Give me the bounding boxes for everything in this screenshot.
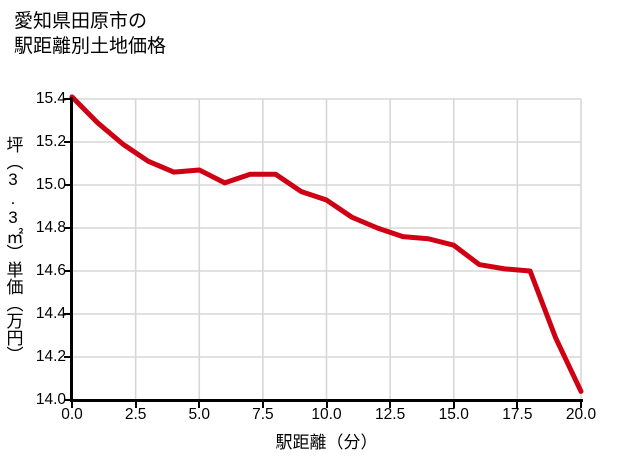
x-axis-tick-mark [325, 402, 328, 408]
x-axis-tick-mark [198, 402, 201, 408]
plot-area [69, 94, 584, 401]
x-axis-tick-label: 15.0 [438, 406, 469, 423]
y-axis-tick-mark [64, 399, 70, 401]
y-axis-tick-label: 14.2 [35, 348, 66, 365]
x-axis-tick-label: 17.5 [502, 406, 533, 423]
x-axis-tick-mark [71, 402, 73, 408]
x-axis-spine [70, 399, 583, 402]
data-line-series [69, 94, 584, 394]
x-axis-tick-mark [261, 402, 264, 408]
y-axis-tick-label: 14.8 [35, 219, 66, 236]
y-axis-tick-label: 15.0 [35, 176, 66, 193]
y-axis-label-container: 坪（3.3㎡）単価（万円） [0, 99, 26, 400]
y-axis-tick-label: 15.2 [35, 133, 66, 150]
x-axis-tick-label: 10.0 [311, 406, 342, 423]
y-axis-spine [70, 97, 73, 402]
y-axis-tick-mark [64, 98, 70, 100]
y-axis-tick-labels: 14.0 14.2 14.4 14.6 14.8 15.0 15.2 15.4 [14, 0, 66, 465]
x-axis-label: 駅距離（分） [275, 433, 378, 452]
x-axis-tick-mark [389, 402, 392, 408]
y-axis-tick-label: 14.6 [35, 262, 66, 279]
y-axis-label: 坪（3.3㎡）単価（万円） [3, 136, 23, 363]
chart-title: 愛知県田原市の 駅距離別土地価格 [14, 11, 167, 57]
x-axis-tick-label: 2.5 [124, 406, 147, 423]
x-axis-tick-mark [134, 402, 137, 408]
y-axis-tick-label: 15.4 [35, 90, 66, 107]
y-axis-tick-label: 14.0 [35, 391, 66, 408]
x-axis-tick-label: 20.0 [565, 406, 597, 423]
y-axis-tick-mark [64, 184, 70, 186]
y-axis-tick-mark [64, 141, 70, 143]
y-axis-tick-mark [64, 356, 70, 358]
x-axis-tick-mark [452, 402, 455, 408]
x-axis-tick-label: 12.5 [375, 406, 406, 423]
y-axis-tick-label: 14.4 [35, 305, 66, 322]
y-axis-tick-mark [64, 227, 70, 229]
y-axis-tick-mark [64, 270, 70, 272]
x-axis-tick-mark [580, 402, 582, 408]
x-axis-tick-label: 5.0 [188, 406, 211, 423]
y-axis-tick-mark [64, 313, 70, 315]
series-line [69, 94, 584, 394]
x-axis-tick-label: 0.0 [61, 406, 83, 423]
x-axis-tick-mark [516, 402, 519, 408]
x-axis-tick-label: 7.5 [252, 406, 274, 423]
